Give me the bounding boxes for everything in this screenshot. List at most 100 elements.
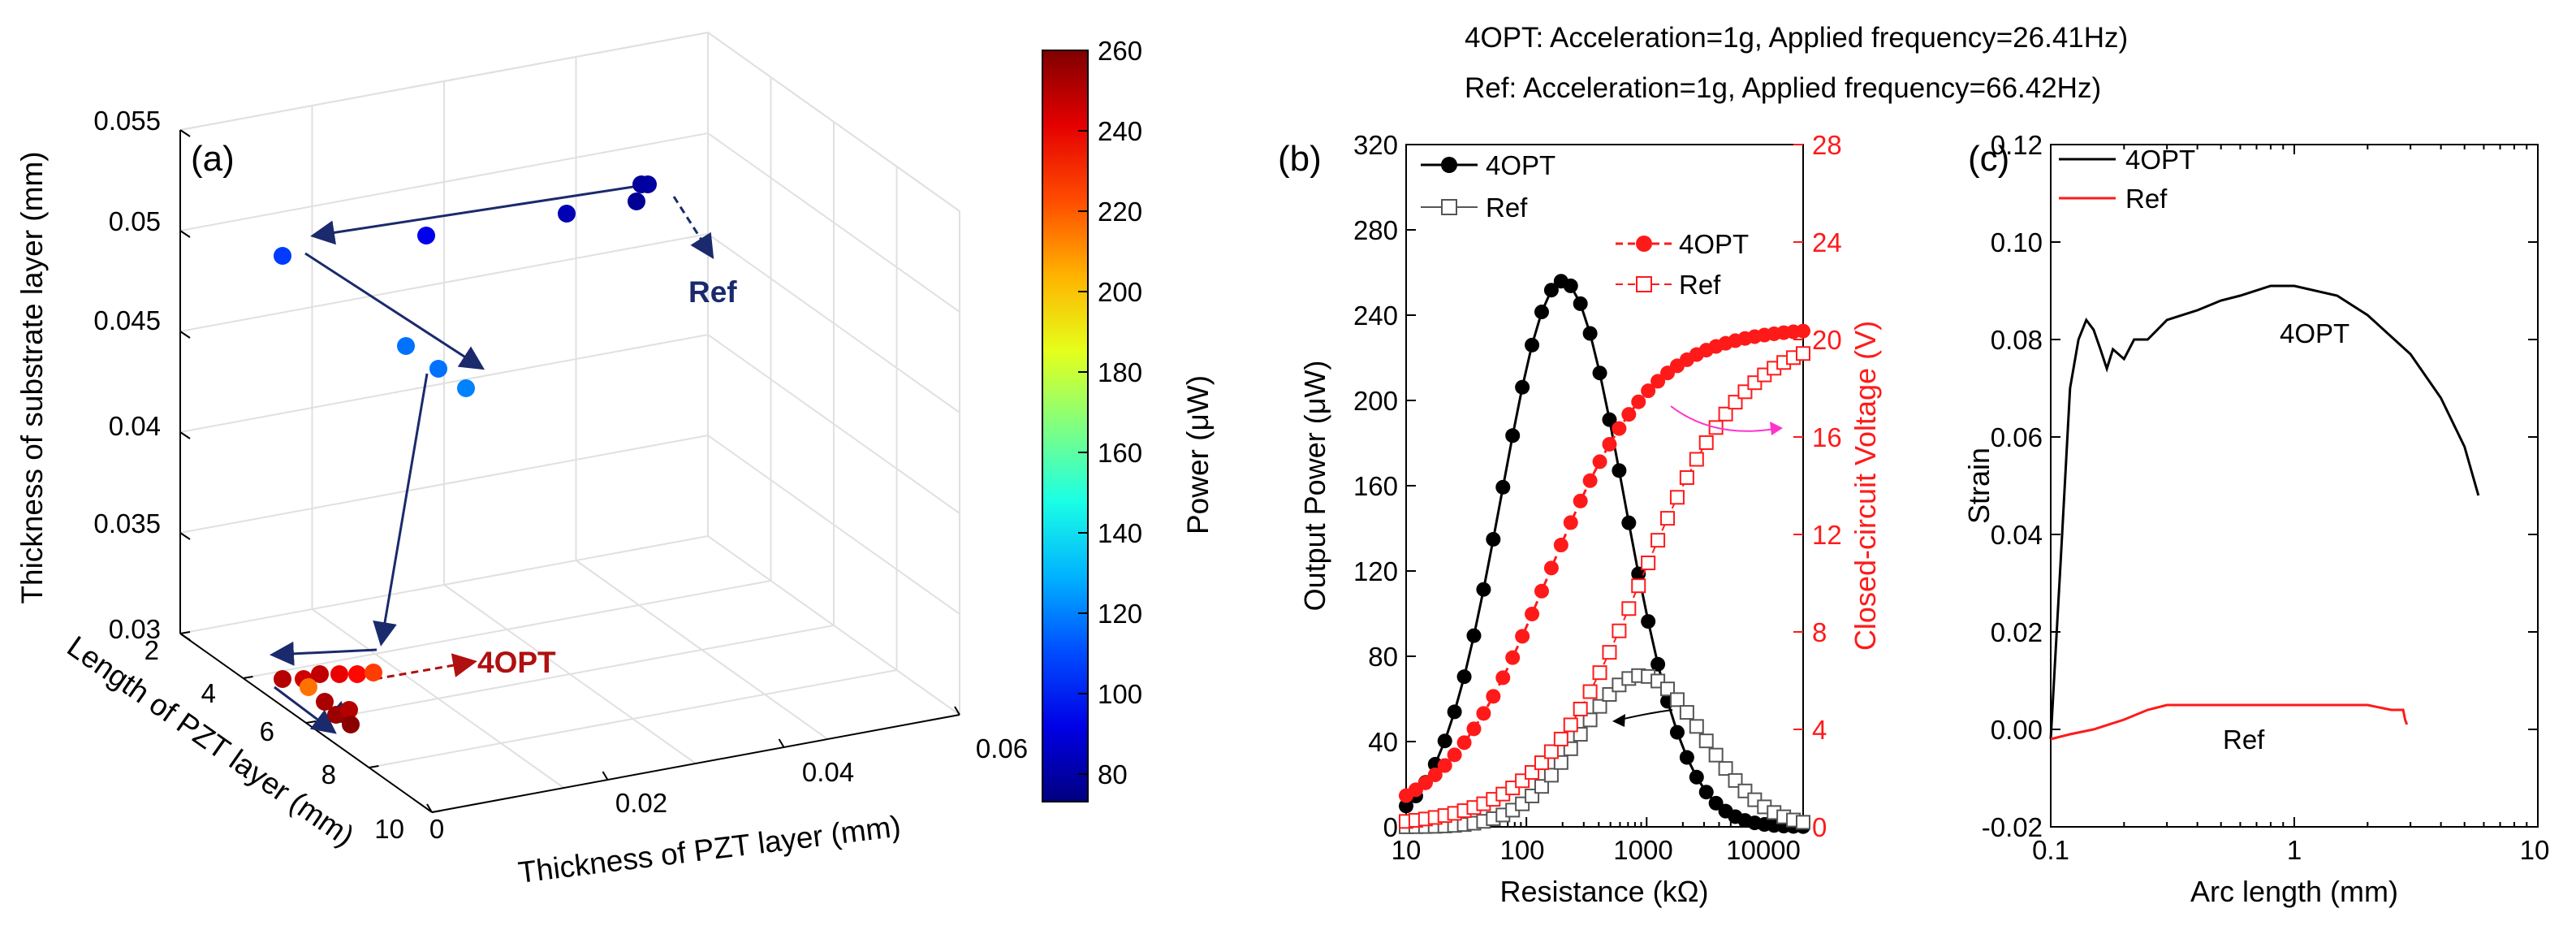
b-point-0-11 — [1505, 428, 1521, 443]
a-point-18 — [340, 701, 358, 719]
b-point-1-20 — [1592, 699, 1607, 714]
b-yrtick-7: 28 — [1812, 130, 1842, 160]
a-top-edge-r — [707, 32, 960, 212]
b-ytick-5: 200 — [1353, 386, 1398, 416]
panel-a-xlabel: Thickness of PZT layer (mm) — [516, 809, 903, 889]
a-point-4 — [417, 227, 435, 244]
b-point-0-30 — [1689, 769, 1704, 785]
b-point-2-9 — [1486, 689, 1501, 704]
b-point-1-16 — [1553, 755, 1568, 770]
b-point-2-20 — [1592, 454, 1607, 469]
a-point-6 — [397, 337, 415, 355]
b-point-3-20 — [1592, 665, 1607, 681]
b-point-0-0 — [1399, 798, 1413, 814]
legend-4opt-voltage: 4OPT — [1679, 229, 1749, 259]
panel-a-x-ticks: 0 0.02 0.04 0.06 — [429, 733, 1028, 844]
a-ytick-mark-0 — [179, 631, 191, 634]
panel-b-arrow-voltage — [1670, 405, 1776, 432]
a-xtick-1: 0.02 — [615, 788, 667, 818]
a-zgrid-1 — [179, 434, 960, 615]
a-ztick-5: 0.055 — [93, 106, 161, 136]
panel-c-series — [2049, 284, 2480, 741]
cbar-tick-6: 140 — [1098, 518, 1142, 548]
a-ytick-1: 4 — [201, 678, 216, 708]
panel-c-ticks — [2050, 144, 2539, 828]
b-point-3-21 — [1602, 645, 1617, 660]
b-point-3-29 — [1679, 469, 1694, 485]
b-point-2-41 — [1796, 323, 1810, 339]
panel-a-z-ticks: 0.03 0.035 0.04 0.045 0.05 0.055 — [93, 106, 161, 644]
b-point-0-23 — [1621, 515, 1637, 530]
a-point-9 — [274, 670, 291, 688]
panel-c-frame — [2050, 144, 2539, 828]
b-point-2-11 — [1505, 650, 1521, 665]
panel-c-legend: 4OPT Ref — [2059, 145, 2195, 214]
panel-b-arrow-voltage-head — [1770, 422, 1783, 435]
legend-marker-4opt-power — [1441, 157, 1457, 173]
b-point-1-33 — [1718, 761, 1733, 776]
panel-a-colorbar-label: Power (μW) — [1181, 375, 1215, 534]
b-point-2-14 — [1534, 583, 1549, 599]
b-ytick-1: 40 — [1368, 727, 1398, 757]
a-point-11 — [311, 665, 329, 683]
cbar-tick-7: 120 — [1098, 599, 1142, 629]
a-xtick-3: 0.06 — [976, 733, 1028, 763]
b-point-2-26 — [1650, 374, 1666, 389]
b-point-0-17 — [1563, 278, 1578, 293]
a-zgrid-5 — [179, 31, 960, 212]
panel-a-frame — [179, 129, 960, 813]
b-point-1-19 — [1582, 712, 1598, 728]
a-point-16 — [316, 693, 334, 711]
b-point-0-5 — [1447, 704, 1462, 720]
cbar-tick-0: 260 — [1098, 36, 1142, 66]
a-point-13 — [348, 665, 366, 683]
a-ztick-mark-2 — [179, 431, 191, 439]
c-xtick-0: 0.1 — [2032, 835, 2069, 865]
a-point-2 — [628, 192, 645, 210]
panel-a-opt-label: 4OPT — [477, 646, 556, 679]
a-zgrid-0 — [179, 534, 960, 716]
a-arrow-4 — [270, 641, 378, 666]
cbar-tick-2: 220 — [1098, 197, 1142, 227]
b-point-1-31 — [1698, 733, 1714, 749]
a-ytick-3: 8 — [321, 759, 336, 789]
b-point-2-2 — [1417, 775, 1433, 790]
b-point-2-24 — [1631, 394, 1646, 409]
b-point-3-15 — [1543, 744, 1559, 759]
b-point-3-25 — [1641, 555, 1656, 570]
header-line-1: 4OPT: Acceleration=1g, Applied frequency… — [1465, 22, 2128, 54]
b-point-0-18 — [1573, 296, 1588, 311]
b-point-2-8 — [1476, 706, 1491, 721]
a-arrow-1 — [310, 185, 634, 245]
panel-c-xlabel: Arc length (mm) — [2190, 875, 2398, 908]
b-point-2-4 — [1437, 758, 1452, 773]
b-xtick-1: 100 — [1499, 835, 1544, 865]
b-point-1-41 — [1796, 815, 1810, 830]
a-arrow-ref — [672, 196, 714, 260]
panel-b: (b) 0 40 80 120 160 200 240 280 320 0 4 … — [1278, 130, 1882, 908]
cbar-tick-1: 240 — [1098, 116, 1142, 146]
panel-a-ref-label: Ref — [688, 275, 737, 309]
a-zgrid-2 — [179, 333, 960, 514]
panel-a-ylabel: Length of PZT layer (mm) — [61, 629, 360, 853]
c-series-line-ref — [2050, 703, 2409, 741]
b-point-2-3 — [1427, 767, 1443, 782]
panel-a-colorbar-ticks: 260 240 220 200 180 160 140 120 100 80 — [1098, 36, 1142, 789]
b-point-0-28 — [1669, 725, 1685, 740]
a-ztick-mark-5 — [179, 129, 191, 137]
b-xtick-2: 1000 — [1613, 835, 1672, 865]
legend-4opt-power: 4OPT — [1486, 150, 1556, 180]
c-ytick-7: 0.12 — [1991, 130, 2043, 160]
panel-b-xlabel: Resistance (kΩ) — [1500, 875, 1709, 908]
b-point-3-24 — [1631, 578, 1646, 594]
c-ytick-5: 0.08 — [1991, 325, 2043, 355]
b-point-0-4 — [1437, 733, 1452, 749]
a-point-15 — [300, 678, 317, 696]
b-xtick-3: 10000 — [1726, 835, 1801, 865]
b-point-0-8 — [1476, 582, 1491, 597]
b-point-3-26 — [1650, 533, 1666, 548]
b-yrtick-0: 0 — [1812, 812, 1827, 842]
b-point-0-6 — [1456, 669, 1472, 685]
b-point-2-10 — [1495, 670, 1511, 686]
b-point-1-15 — [1543, 768, 1559, 783]
